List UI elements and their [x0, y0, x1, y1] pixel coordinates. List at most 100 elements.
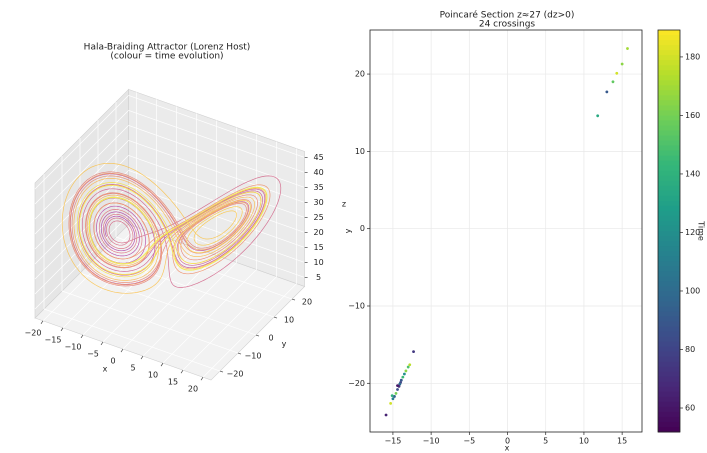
point — [396, 384, 399, 388]
x-tick-label: 20 — [188, 385, 198, 394]
trajectory-segment — [72, 242, 160, 285]
trajectory-segment — [85, 194, 146, 269]
tick-mark — [291, 298, 296, 301]
colorbar-step — [658, 30, 680, 36]
point — [384, 413, 388, 417]
colorbar-step — [658, 55, 680, 61]
point — [615, 71, 619, 75]
y-tick-label: −20 — [227, 370, 244, 379]
grid-line — [182, 276, 277, 371]
tick-mark — [160, 362, 164, 367]
trajectory-segment — [166, 247, 174, 286]
colorbar-step — [658, 215, 680, 222]
trajectory-segment — [172, 247, 201, 275]
colorbar-step — [658, 306, 680, 312]
grid-line — [34, 125, 129, 220]
point — [408, 363, 412, 367]
colorbar-step — [658, 271, 680, 277]
colorbar-step — [658, 120, 680, 126]
trajectory-segment — [76, 255, 161, 287]
colorbar-step — [658, 65, 680, 71]
y-tick-label: 20 — [302, 298, 312, 307]
colorbar-tick-label: 80 — [685, 345, 695, 354]
colorbar-step — [658, 190, 680, 197]
grid-line — [61, 290, 239, 354]
x-tick-label: 0 — [505, 437, 510, 446]
colorbar-step — [658, 301, 680, 307]
y-tick-label: 20 — [355, 70, 365, 79]
colorbar-step — [658, 45, 680, 51]
trajectory-segment — [69, 172, 159, 286]
colorbar-step — [658, 110, 680, 116]
colorbar-step — [658, 170, 680, 177]
trajectory-segment — [101, 192, 163, 263]
colorbar-step — [658, 416, 680, 423]
colorbar-step — [658, 165, 680, 172]
trajectory-segment — [178, 219, 248, 254]
trajectory-segment — [161, 194, 258, 255]
grid-line — [34, 170, 129, 265]
x-tick-label: −5 — [87, 349, 99, 358]
y-axis-label: y — [344, 228, 353, 233]
x-tick-label: 10 — [148, 371, 158, 380]
colorbar-step — [658, 210, 680, 217]
trajectory-segment — [76, 182, 176, 247]
tick-mark — [40, 320, 44, 325]
grid-line — [128, 140, 305, 203]
trajectory-segment — [91, 254, 163, 283]
trajectory-segment — [117, 220, 131, 246]
grid-line — [128, 170, 305, 233]
colorbar-step — [658, 396, 680, 403]
colorbar-step — [658, 321, 680, 327]
y-tick-label: 0 — [268, 334, 273, 343]
trajectory-segment — [193, 210, 237, 242]
point — [391, 397, 395, 401]
trajectory-segment — [103, 213, 137, 242]
y-tick-label: −20 — [348, 379, 365, 388]
colorbar-frame — [657, 29, 681, 433]
tick-mark — [80, 334, 84, 339]
x-tick-label: 5 — [130, 364, 135, 373]
colorbar-step — [658, 150, 680, 157]
trajectory-segment — [147, 202, 185, 269]
colorbar-step — [658, 351, 680, 358]
colorbar-step — [658, 100, 680, 106]
trajectory-segment — [73, 180, 152, 281]
colorbar-step — [658, 381, 680, 388]
grid-line — [34, 185, 129, 280]
point — [412, 350, 415, 353]
colorbar-step — [658, 70, 680, 76]
tick-mark — [200, 377, 204, 381]
grid-line — [128, 110, 305, 173]
trajectory-segment — [68, 171, 188, 256]
tick-mark — [140, 355, 144, 360]
z-tick-label: 30 — [314, 198, 324, 207]
point — [611, 80, 615, 84]
z-tick-label: 5 — [316, 273, 321, 282]
z-tick-label: 35 — [314, 183, 324, 192]
trajectory-segment — [111, 205, 146, 261]
colorbar-step — [658, 246, 680, 252]
colorbar-step — [658, 401, 680, 408]
x-tick-label: −15 — [384, 437, 401, 446]
x-tick-label: −10 — [423, 437, 440, 446]
point — [401, 375, 405, 379]
tick-mark — [180, 369, 184, 374]
trajectory-segment — [107, 223, 134, 249]
trajectory-segment — [155, 190, 263, 250]
trajectory-segment — [125, 197, 159, 271]
trajectory-segment — [189, 200, 251, 254]
z-tick-label: 25 — [314, 213, 324, 222]
y-tick-label: 10 — [355, 147, 365, 156]
trajectory-segment — [93, 245, 161, 275]
trajectory-segment — [174, 184, 271, 272]
grid-line — [128, 200, 305, 263]
grid-line — [34, 110, 129, 205]
point — [620, 62, 624, 66]
colorbar-step — [658, 75, 680, 81]
colorbar-step — [658, 311, 680, 317]
grid-line — [128, 185, 305, 248]
y-tick-label: 0 — [360, 224, 365, 233]
trajectory-segment — [174, 230, 246, 264]
colorbar-step — [658, 160, 680, 167]
